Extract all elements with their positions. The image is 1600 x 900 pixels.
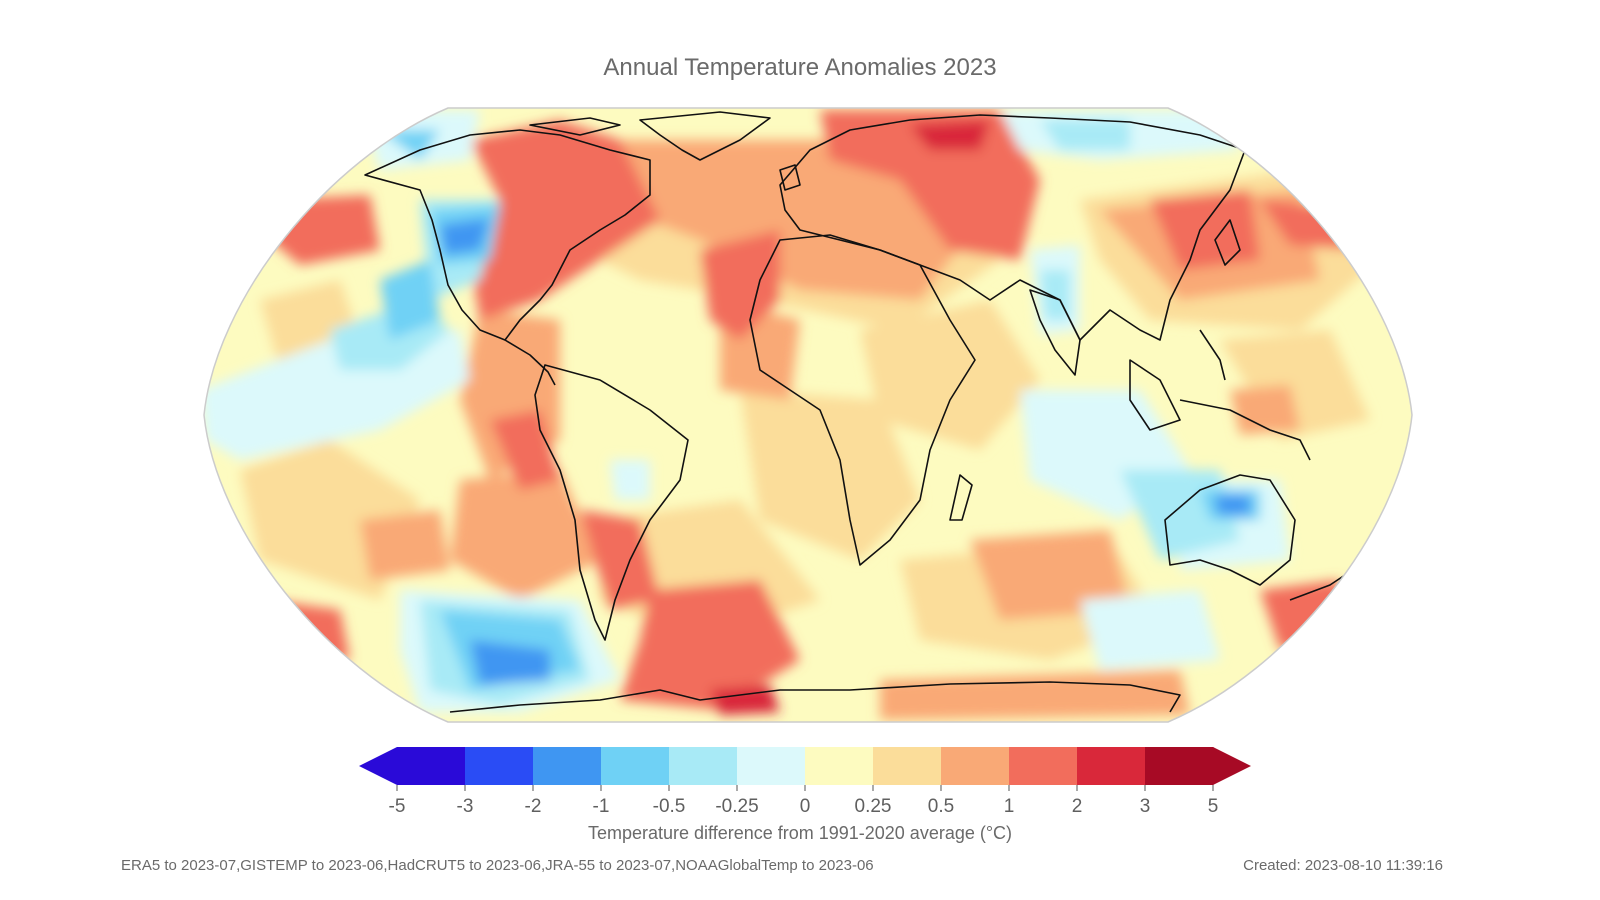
colorbar-tick-label: -0.25: [715, 796, 759, 817]
colorbar-tick-label: 3: [1139, 796, 1151, 817]
colorbar-segment: [601, 747, 670, 785]
colorbar-tick-label: -5: [388, 796, 406, 817]
colorbar-tick-label: 0.5: [927, 796, 955, 817]
anomaly-field: [204, 108, 1412, 722]
colorbar-segment: [1009, 747, 1078, 785]
data-sources: ERA5 to 2023-07,GISTEMP to 2023-06,HadCR…: [121, 857, 874, 874]
colorbar-segment: [465, 747, 534, 785]
colorbar-tick-label: 0.25: [854, 796, 892, 817]
colorbar-under-triangle: [359, 747, 397, 785]
colorbar-tick-label: 2: [1071, 796, 1083, 817]
colorbar-tick-label: -1: [592, 796, 610, 817]
colorbar-tick-label: 1: [1003, 796, 1015, 817]
colorbar-segment: [533, 747, 602, 785]
colorbar-tick-label: 5: [1207, 796, 1219, 817]
colorbar-label: Temperature difference from 1991-2020 av…: [587, 823, 1013, 843]
colorbar-over-triangle: [1213, 747, 1251, 785]
colorbar-segment: [1145, 747, 1214, 785]
colorbar-tick-label: -3: [456, 796, 474, 817]
map-title: Annual Temperature Anomalies 2023: [603, 54, 997, 81]
colorbar-segment: [805, 747, 874, 785]
colorbar-tick-label: -2: [524, 796, 542, 817]
colorbar-tick-label: 0: [799, 796, 811, 817]
globe-outline: [203, 107, 1413, 723]
colorbar-segment: [737, 747, 806, 785]
colorbar-segment: [1077, 747, 1146, 785]
colorbar-segment: [669, 747, 738, 785]
created-timestamp: Created: 2023-08-10 11:39:16: [1243, 857, 1443, 874]
colorbar-segment: [397, 747, 466, 785]
coastlines: [364, 111, 1346, 713]
colorbar-tick-label: -0.5: [652, 796, 686, 817]
colorbar-segment: [873, 747, 942, 785]
colorbar-segment: [941, 747, 1010, 785]
